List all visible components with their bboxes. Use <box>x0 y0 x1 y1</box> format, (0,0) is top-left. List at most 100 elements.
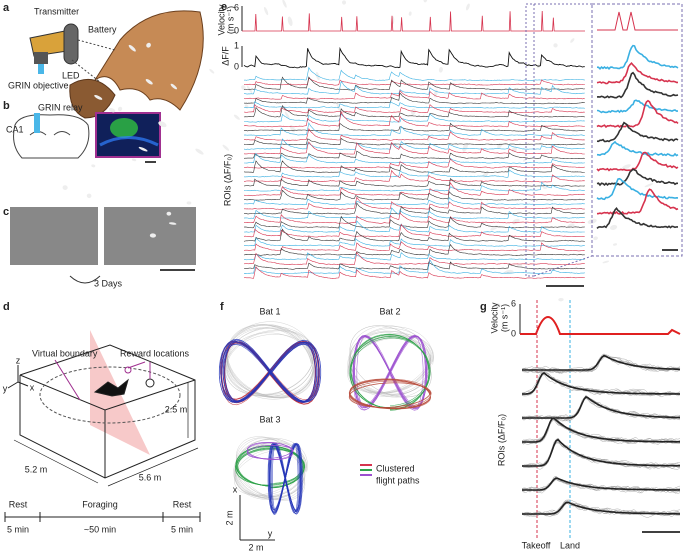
roi-trace <box>243 228 585 242</box>
roi-trace <box>243 169 585 178</box>
roi-trace <box>243 202 585 215</box>
cell <box>166 211 172 216</box>
roi-trace <box>243 207 585 220</box>
cell <box>138 146 148 152</box>
velocity-trace <box>242 10 585 32</box>
inset-trace <box>596 44 679 70</box>
trial-trace <box>521 394 681 420</box>
roi-trace <box>243 158 585 169</box>
flight-path <box>226 332 314 395</box>
roi-trace <box>243 160 585 173</box>
cell <box>131 158 137 162</box>
flight-path <box>267 443 303 513</box>
cell <box>602 260 610 264</box>
velocity-trace <box>520 316 681 335</box>
roi-trace <box>243 76 585 91</box>
cell <box>284 111 290 119</box>
cell <box>287 16 293 27</box>
roi-trace <box>243 122 585 132</box>
roi-trace <box>243 66 585 82</box>
flight-path <box>246 442 294 460</box>
panel-label: f <box>220 301 224 313</box>
tick-label: 6 <box>234 2 239 12</box>
roi-trace <box>243 215 585 229</box>
roi-trace <box>243 265 585 279</box>
inset-trace <box>596 168 678 187</box>
label: Virtual boundary <box>32 348 98 358</box>
flight-path <box>354 335 426 410</box>
flight-path <box>246 444 294 459</box>
label: Transmitter <box>34 6 79 16</box>
trial-trace <box>521 502 681 518</box>
duration: ~50 min <box>84 524 116 534</box>
axis-label: ROIs (ΔF/F₀) <box>496 414 506 466</box>
inset-trace <box>596 99 678 114</box>
inset-trace <box>596 71 679 99</box>
roi-trace <box>244 152 585 164</box>
scale-axes <box>239 464 372 541</box>
flight-path <box>349 379 431 409</box>
inset-trace <box>596 121 679 143</box>
flight-path <box>224 339 316 402</box>
cell <box>195 148 204 155</box>
cell <box>108 107 116 113</box>
legend: flight paths <box>376 475 420 485</box>
cell <box>91 164 96 168</box>
roi-trace <box>243 122 585 137</box>
roi-trace <box>243 111 585 128</box>
cell <box>512 218 520 225</box>
cell-images <box>10 0 654 309</box>
roi-trace <box>243 261 585 270</box>
cell <box>493 303 501 309</box>
highlight <box>525 3 535 277</box>
bat-title: Bat 3 <box>259 414 280 424</box>
axis-name: y <box>3 383 8 393</box>
inset <box>591 3 683 257</box>
aligned-traces <box>519 300 681 538</box>
brain-section <box>13 112 161 163</box>
cell <box>612 243 618 246</box>
legend: Clustered <box>376 463 415 473</box>
axis-name: z <box>16 355 21 365</box>
flight-path <box>348 382 432 408</box>
inset-trace <box>596 62 678 85</box>
flight-path <box>349 325 431 398</box>
inset-trace <box>596 206 678 230</box>
cell <box>62 185 68 190</box>
cell <box>233 114 240 120</box>
cell <box>408 11 412 16</box>
inset-trace <box>596 99 679 129</box>
label: LED <box>62 70 80 80</box>
panel-label: g <box>480 301 487 313</box>
mean-trace <box>522 354 681 371</box>
bat-illustration <box>29 10 204 119</box>
bat-title: Bat 2 <box>379 306 400 316</box>
inset-velocity <box>597 11 678 31</box>
dimension: 5.2 m <box>25 464 48 474</box>
cell <box>570 38 575 43</box>
cell <box>209 68 215 74</box>
trial-trace <box>521 356 681 373</box>
cell <box>241 85 246 91</box>
axis-label: (m s⁻¹) <box>499 304 509 332</box>
dimension: 2.5 m <box>165 404 188 414</box>
axis-name: y <box>268 528 273 538</box>
roi-trace <box>244 80 585 95</box>
duration: 5 min <box>7 524 29 534</box>
roi-trace <box>243 138 585 150</box>
roi-trace <box>243 243 585 256</box>
mean-trace <box>522 501 680 515</box>
axis-label: ROIs (ΔF/F₀) <box>222 154 232 206</box>
cell <box>158 121 167 128</box>
cell <box>146 42 151 48</box>
event-label: Land <box>560 540 580 550</box>
roi-trace <box>243 150 585 160</box>
trial-trace <box>521 419 681 445</box>
cell <box>517 263 523 267</box>
duration: 5 min <box>171 524 193 534</box>
label: GRIN objective <box>8 80 69 90</box>
cell <box>465 3 470 11</box>
roi-trace <box>243 196 585 206</box>
cell <box>497 142 503 149</box>
